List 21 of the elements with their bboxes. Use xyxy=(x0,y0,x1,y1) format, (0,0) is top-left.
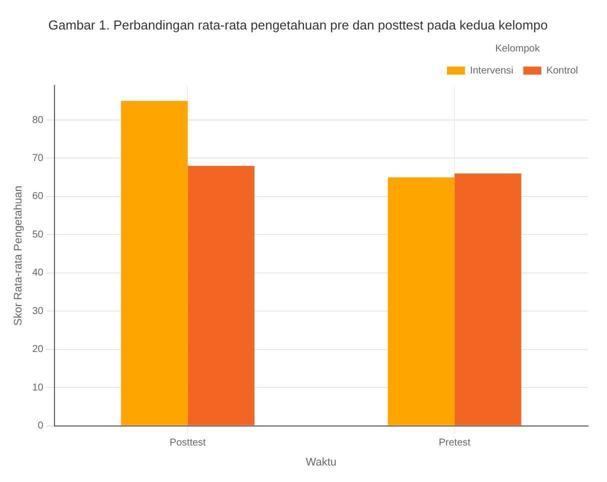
y-tick-label: 50 xyxy=(32,229,44,240)
y-axis-title: Skor Rata-rata Pengetahuan xyxy=(12,186,25,326)
y-tick-label: 60 xyxy=(32,191,44,202)
y-tick-label: 70 xyxy=(32,152,44,164)
legend-label: Kontrol xyxy=(546,65,578,76)
y-tick-label: 0 xyxy=(38,420,44,432)
y-tick-label: 20 xyxy=(32,344,44,356)
chart-title: Gambar 1. Perbandingan rata-rata pengetahuan pre dan posttest pada kedua kelompo xyxy=(48,17,548,32)
bar xyxy=(388,177,455,426)
y-tick-label: 30 xyxy=(32,306,44,317)
y-tick-label: 80 xyxy=(32,114,44,126)
x-axis-title: Waktu xyxy=(306,456,337,468)
x-tick-label: Pretest xyxy=(438,438,471,449)
x-tick-label: Posttest xyxy=(170,438,206,449)
legend-label: Intervensi xyxy=(470,65,514,76)
y-tick-label: 40 xyxy=(32,268,44,279)
legend-title: Kelompok xyxy=(495,43,541,54)
bar xyxy=(121,100,188,426)
y-tick-label: 10 xyxy=(32,382,44,394)
bar xyxy=(454,174,522,426)
bar xyxy=(188,166,254,426)
